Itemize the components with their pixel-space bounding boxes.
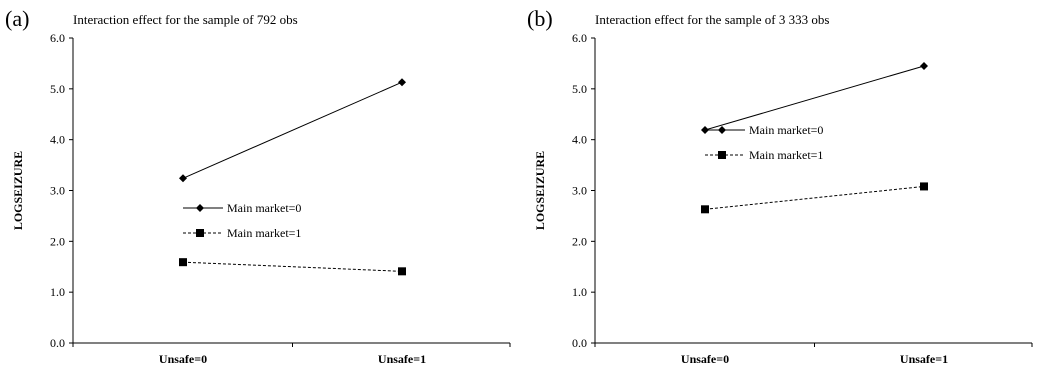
data-point: [701, 205, 709, 214]
legend-marker: [196, 204, 204, 212]
y-tick-label: 1.0: [572, 285, 587, 299]
y-tick-label: 0.0: [50, 336, 65, 350]
data-point: [920, 61, 928, 70]
data-point: [179, 258, 187, 267]
legend-label: Main market=0: [749, 123, 823, 137]
y-axis-label: LOGSEIZURE: [11, 151, 25, 230]
series-line: [704, 65, 925, 131]
legend-label: Main market=0: [227, 201, 301, 215]
data-point: [398, 267, 406, 276]
chart-plot: 0.0 1.0 2.0 3.0 4.0 5.0 6.0 Unsafe=0 Unsafe=1 LOG…: [533, 31, 1033, 366]
y-tick-label: 3.0: [572, 184, 587, 198]
data-point: [920, 182, 928, 191]
chart-panel-a: (a) Interaction effect for the sample of…: [5, 6, 511, 366]
y-tick-label: 4.0: [50, 133, 65, 147]
legend-label: Main market=1: [227, 226, 301, 240]
chart-title: Interaction effect for the sample of 792…: [73, 12, 298, 27]
y-tick-label: 6.0: [50, 31, 65, 45]
legend-marker: [718, 126, 726, 134]
panel-label: (b): [527, 6, 553, 31]
legend-marker: [718, 151, 726, 159]
y-tick-label: 5.0: [572, 82, 587, 96]
y-tick-label: 5.0: [50, 82, 65, 96]
y-axis-label: LOGSEIZURE: [533, 151, 547, 230]
y-tick-label: 3.0: [50, 184, 65, 198]
chart-panel-b: (b) Interaction effect for the sample of…: [522, 0, 1044, 371]
x-tick-label: Unsafe=0: [681, 352, 729, 366]
series-line: [182, 81, 403, 179]
chart-title: Interaction effect for the sample of 3 3…: [595, 12, 830, 27]
y-tick-label: 2.0: [572, 234, 587, 248]
y-tick-label: 1.0: [50, 285, 65, 299]
y-tick-label: 0.0: [572, 336, 587, 350]
x-tick-label: Unsafe=1: [378, 352, 426, 366]
data-point: [179, 174, 187, 183]
y-tick-label: 6.0: [572, 31, 587, 45]
legend-marker: [196, 229, 204, 237]
x-tick-label: Unsafe=0: [159, 352, 207, 366]
series-line: [704, 185, 925, 210]
legend-label: Main market=1: [749, 148, 823, 162]
chart-plot: 0.0 1.0 2.0 3.0 4.0 5.0 6.0 Unsafe=0 Unsafe=1 LOG…: [11, 31, 511, 366]
x-tick-label: Unsafe=1: [900, 352, 948, 366]
y-tick-label: 2.0: [50, 234, 65, 248]
y-tick-label: 4.0: [572, 133, 587, 147]
data-point: [398, 78, 406, 87]
series-line: [182, 261, 403, 272]
panel-label: (a): [5, 6, 30, 31]
